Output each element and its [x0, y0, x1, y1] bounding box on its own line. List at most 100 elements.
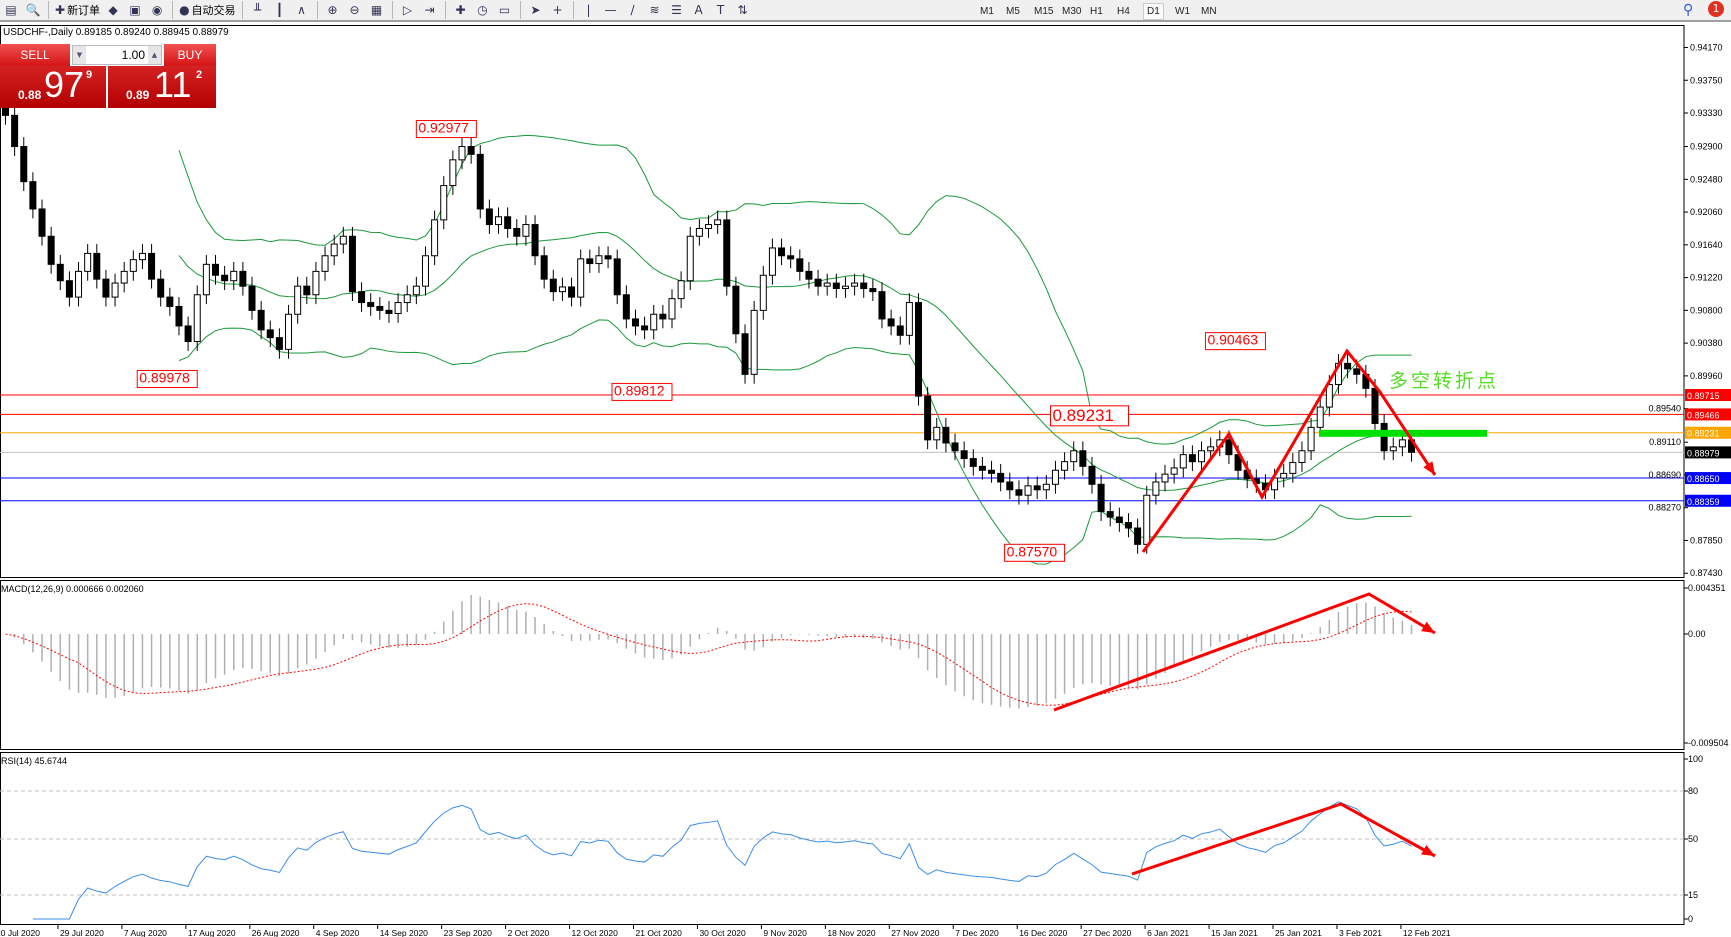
candlestick-icon: ┃ [275, 3, 284, 17]
timeframe-m5[interactable]: M5 [1006, 6, 1020, 17]
timeframe-w1[interactable]: W1 [1175, 6, 1190, 17]
candle-bullish [686, 235, 694, 282]
buy-price-prefix: 0.89 [126, 88, 150, 102]
chart-window-button[interactable]: ▤ [0, 0, 22, 20]
candle-bearish [924, 395, 932, 441]
pivot-zone-bar [1319, 429, 1487, 437]
date-tick-label: 12 Feb 2021 [1403, 928, 1451, 937]
candle-bearish [860, 282, 868, 290]
text-button[interactable]: A [688, 0, 710, 20]
zoom-chart-button[interactable]: 🔍 [22, 0, 44, 20]
price-tick-label: 0.88690 [1648, 470, 1681, 480]
price-level-label: 0.89466 [1687, 410, 1720, 420]
price-tick-label: 0.87430 [1690, 568, 1723, 578]
arrows-icon: ⇅ [737, 3, 748, 17]
candle-bullish [138, 252, 146, 261]
buy-price[interactable]: 0.89 11 2 [108, 64, 216, 108]
navigator-button[interactable]: ▣ [124, 0, 146, 20]
candle-bullish [750, 309, 758, 375]
candlestick-button[interactable]: ┃ [269, 0, 291, 20]
candle-bullish [449, 159, 457, 187]
candle-bearish [513, 227, 521, 237]
timeframe-h1[interactable]: H1 [1090, 6, 1103, 17]
signals-button[interactable]: ◉ [146, 0, 168, 20]
increase-lot-icon[interactable]: ▲ [148, 46, 161, 64]
candle-bullish [421, 255, 429, 287]
candle-bullish [193, 294, 201, 343]
candle-bullish [495, 216, 503, 226]
timeframe-d1[interactable]: D1 [1143, 3, 1164, 20]
candle-bearish [504, 216, 512, 229]
candle-bullish [1152, 481, 1160, 496]
fibonacci-button[interactable]: ≋ [644, 0, 666, 20]
candle-bearish [778, 247, 786, 257]
periods-button[interactable]: ◷ [472, 0, 494, 20]
indicators-button[interactable]: ✚ [450, 0, 472, 20]
main-plot [0, 98, 1684, 565]
lot-stepper[interactable]: ▼ ▲ [72, 45, 162, 65]
date-tick-label: 9 Nov 2020 [763, 928, 807, 937]
timeframe-h4[interactable]: H4 [1117, 6, 1130, 17]
decrease-lot-icon[interactable]: ▼ [73, 46, 86, 64]
arrows-button[interactable]: ⇅ [732, 0, 754, 20]
market-watch-button[interactable]: ◆ [102, 0, 124, 20]
new-order-button[interactable]: ✚ 新订单 [53, 0, 102, 20]
zoom-in-button[interactable]: ⊕ [322, 0, 344, 20]
new-order-icon: ✚ [55, 3, 66, 17]
candle-bearish [65, 280, 73, 298]
candle-bullish [905, 302, 913, 336]
buy-price-pips: 11 [154, 64, 192, 105]
timeframe-mn[interactable]: MN [1201, 6, 1217, 17]
price-annotation-label: 0.89978 [139, 369, 190, 385]
price-tick-label: 0.91220 [1690, 273, 1723, 283]
price-tick-label: 0.89960 [1690, 371, 1723, 381]
horizontal-line-button[interactable]: — [600, 0, 622, 20]
text-label-button[interactable]: T [710, 0, 732, 20]
bar-chart-button[interactable]: ╨ [247, 0, 269, 20]
candle-bearish [969, 458, 977, 467]
price-chart[interactable]: 0.94170 0.93750 0.93330 0.92900 0.92480 0.920… [0, 24, 1731, 937]
search-icon[interactable]: ⚲ [1683, 2, 1694, 18]
fibo-fan-button[interactable]: ☰ [666, 0, 688, 20]
price-annotation-box [1204, 332, 1266, 351]
zoom-out-button[interactable]: ⊖ [344, 0, 366, 20]
buy-button[interactable]: BUY [164, 44, 216, 66]
trendline-icon: / [630, 3, 635, 17]
auto-trading-button[interactable]: ● 自动交易 [177, 0, 237, 20]
sell-price[interactable]: 0.88 97 9 [0, 64, 106, 108]
templates-button[interactable]: ▭ [494, 0, 516, 20]
crosshair-button[interactable]: + [547, 0, 569, 20]
macd-tick-label: -0.009504 [1688, 738, 1729, 748]
candle-bearish [476, 153, 484, 210]
price-annotation-box [1004, 543, 1066, 562]
candle-bullish [1398, 439, 1406, 448]
date-tick-label: 12 Oct 2020 [572, 928, 619, 937]
price-tick-label: 0.92060 [1690, 207, 1723, 217]
price-tick-label: 0.92900 [1690, 142, 1723, 152]
candle-bullish [768, 247, 776, 276]
autoscroll-button[interactable]: ▷ [397, 0, 419, 20]
rsi-tick-label: 100 [1688, 754, 1703, 764]
candle-bullish [120, 270, 128, 284]
line-chart-button[interactable]: ∧ [291, 0, 313, 20]
timeframe-m15[interactable]: M15 [1034, 6, 1054, 17]
sell-button[interactable]: SELL [0, 44, 70, 66]
lot-input[interactable] [86, 46, 148, 64]
candle-bearish [796, 258, 804, 272]
timeframe-m1[interactable]: M1 [980, 6, 994, 17]
candle-bullish [1307, 426, 1315, 452]
candle-bearish [604, 255, 612, 260]
timeframe-m30[interactable]: M30 [1062, 6, 1082, 17]
price-level-badge [1685, 426, 1731, 439]
notification-badge[interactable]: 1 [1708, 1, 1724, 17]
tile-windows-button[interactable]: ▦ [366, 0, 388, 20]
chart-window-icon: ▤ [5, 3, 17, 17]
chart-shift-button[interactable]: ⇥ [419, 0, 441, 20]
buy-price-fraction: 2 [196, 69, 203, 81]
vertical-line-button[interactable]: | [578, 0, 600, 20]
trendline-button[interactable]: / [622, 0, 644, 20]
sell-price-pips: 97 [44, 64, 85, 105]
candle-bullish [933, 426, 941, 441]
cursor-button[interactable]: ➤ [525, 0, 547, 20]
date-tick-label: 18 Nov 2020 [827, 928, 875, 937]
